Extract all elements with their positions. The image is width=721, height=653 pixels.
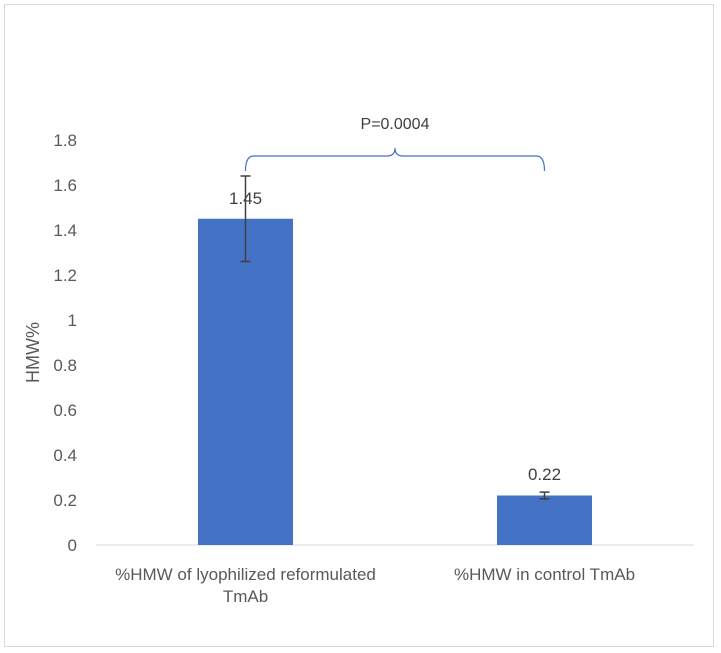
y-tick-label: 0 [68,536,77,555]
y-tick-label: 1.8 [53,131,77,150]
y-tick-label: 1.4 [53,221,77,240]
error-bars [240,175,550,500]
y-tick-label: 0.4 [53,446,77,465]
y-axis-ticks: 0 0.2 0.4 0.6 0.8 1 1.2 1.4 1.6 1.8 [53,131,77,555]
y-tick-label: 0.6 [53,401,77,420]
bar [198,218,293,545]
p-value-annotation: P=0.0004 [361,116,430,133]
category-label: %HMW in control TmAb [454,565,635,584]
data-label: 1.45 [229,189,262,208]
y-tick-label: 1.6 [53,176,77,195]
y-tick-label: 1.2 [53,266,77,285]
y-axis-label: HMW% [23,322,43,383]
error-bar [240,175,251,263]
category-labels: %HMW of lyophilized reformulated TmAb %HMW… [115,565,635,606]
y-tick-label: 0.2 [53,491,77,510]
chart-frame [4,4,714,647]
y-tick-label: 1 [68,311,77,330]
significance-bracket [244,147,546,172]
category-label: %HMW of lyophilized reformulated TmAb [115,565,376,606]
data-label: 0.22 [528,465,561,484]
error-bar [539,491,550,500]
bars [198,218,592,545]
bar [497,495,592,545]
data-labels: 1.45 0.22 [229,189,561,484]
y-tick-label: 0.8 [53,356,77,375]
